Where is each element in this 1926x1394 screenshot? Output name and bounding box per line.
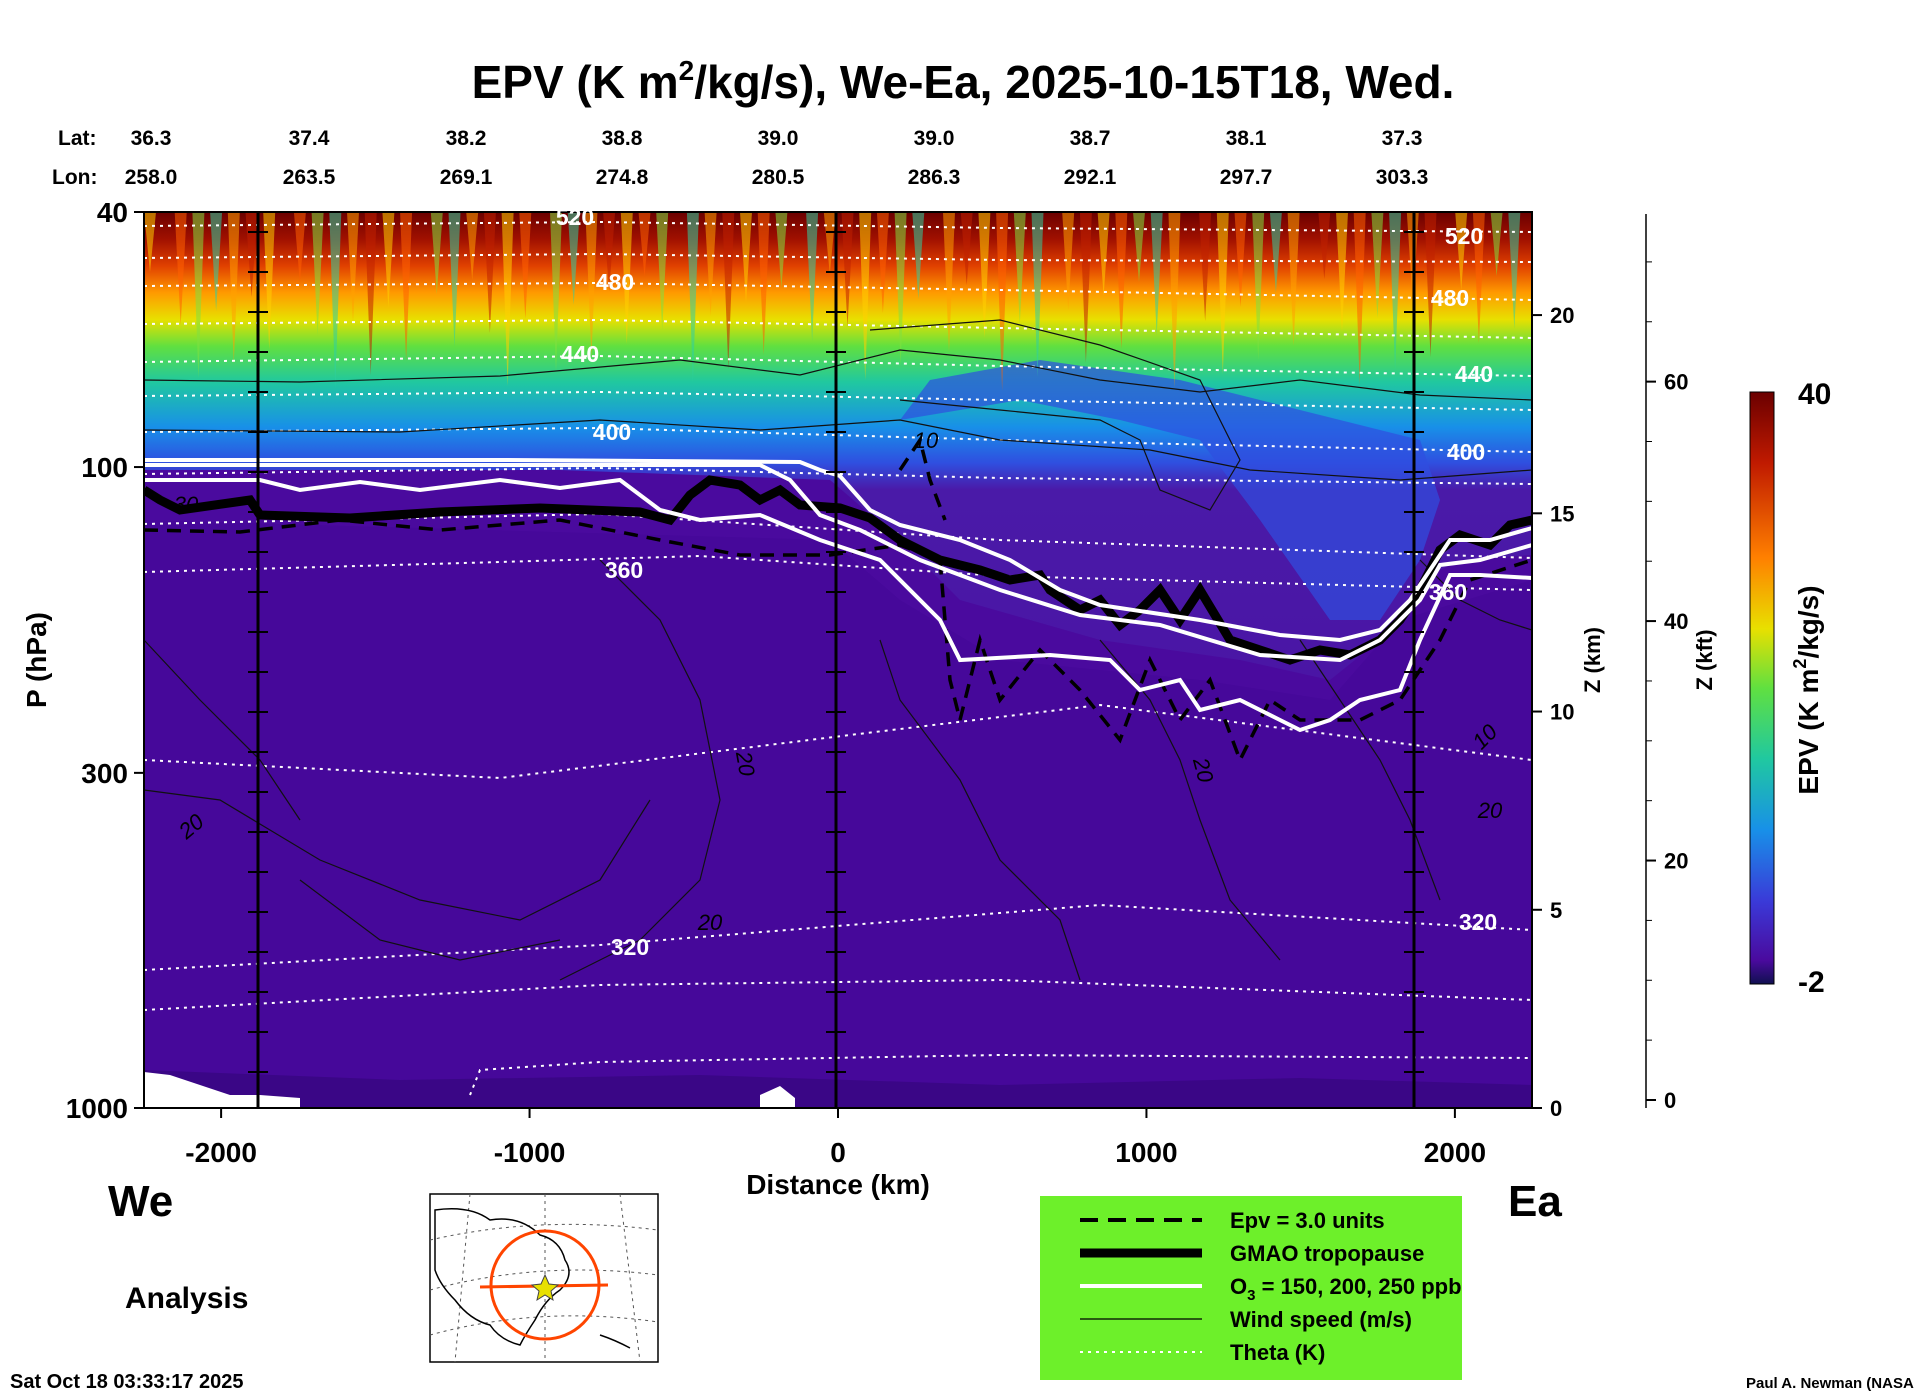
x-tick-label: 1000 [1115,1137,1177,1168]
theta-label: 320 [1459,909,1497,935]
theta-label: 520 [556,204,594,230]
lon-value: 274.8 [596,166,649,189]
lat-value: 39.0 [914,127,955,150]
wind-label: 10 [914,428,939,453]
wind-label: 20 [1477,798,1503,823]
west-label: We [108,1177,173,1226]
y-tick-label: 300 [81,758,128,789]
legend-label: GMAO tropopause [1230,1241,1424,1266]
theta-label: 440 [1455,361,1493,387]
theta-label: 440 [561,341,599,367]
colorbar-label: EPV (K m2/kg/s) [1790,585,1824,794]
wind-label: 30 [174,492,199,517]
lon-value: 269.1 [440,166,493,189]
y-axis-label: P (hPa) [21,612,52,708]
lon-label: Lon: [52,166,97,189]
z-km-tick-label: 15 [1550,501,1574,526]
z-km-tick-label: 5 [1550,898,1562,923]
lat-value: 38.8 [602,127,643,150]
inset-map [429,1193,659,1363]
chart-title: EPV (K m2/kg/s), We-Ea, 2025-10-15T18, W… [472,55,1455,108]
section-markers [248,212,1424,1108]
legend-label: Theta (K) [1230,1340,1325,1365]
z-km-tick-label: 10 [1550,700,1574,725]
x-tick-label: 2000 [1424,1137,1486,1168]
x-axis-label: Distance (km) [746,1169,930,1200]
wind-label: 20 [697,910,723,935]
theta-label: 360 [1429,579,1467,605]
y-tick-label: 100 [81,452,128,483]
colorbar-max: 40 [1798,378,1831,411]
east-label: Ea [1508,1177,1562,1226]
z-kft-tick-label: 40 [1664,609,1688,634]
z-kft-tick-label: 60 [1664,370,1688,395]
wind-label: 20 [731,748,760,778]
theta-label: 400 [1447,439,1485,465]
lat-value: 39.0 [758,127,799,150]
lon-value: 303.3 [1376,166,1429,189]
theta-label: 480 [596,269,634,295]
lon-value: 292.1 [1064,166,1117,189]
x-tick-label: -1000 [494,1137,566,1168]
lat-value: 37.3 [1382,127,1423,150]
credit: Paul A. Newman (NASA [1746,1375,1914,1392]
theta-label: 480 [1431,285,1469,311]
x-tick-label: 0 [830,1137,846,1168]
legend-label: O3 = 150, 200, 250 ppb [1230,1274,1462,1304]
theta-label: 360 [605,557,643,583]
z-kft-label: Z (kft) [1692,629,1717,690]
theta-label: 520 [1445,223,1483,249]
y-tick-label: 40 [97,197,128,228]
lon-value: 280.5 [752,166,805,189]
z-km-label: Z (km) [1580,627,1605,693]
lon-value: 263.5 [283,166,336,189]
colorbar [1749,391,1775,985]
y-tick-label: 1000 [66,1093,128,1124]
z-km-tick-label: 20 [1550,303,1574,328]
z-kft-tick-label: 0 [1664,1088,1676,1113]
legend-label: Wind speed (m/s) [1230,1307,1412,1332]
lat-value: 38.1 [1226,127,1267,150]
lon-value: 297.7 [1220,166,1273,189]
lat-value: 38.2 [446,127,487,150]
lon-value: 286.3 [908,166,961,189]
colorbar-min: -2 [1798,966,1825,999]
lon-value: 258.0 [125,166,178,189]
lat-value: 36.3 [131,127,172,150]
z-kft-tick-label: 20 [1664,849,1688,874]
lat-label: Lat: [58,127,97,150]
theta-label: 320 [611,934,649,960]
lat-value: 38.7 [1070,127,1111,150]
x-tick-label: -2000 [185,1137,257,1168]
z-km-tick-label: 0 [1550,1096,1562,1121]
legend: Epv = 3.0 units GMAO tropopause O3 = 150, … [1040,1196,1462,1380]
lat-value: 37.4 [289,127,330,150]
legend-label: Epv = 3.0 units [1230,1208,1385,1233]
theta-label: 400 [593,419,631,445]
analysis-label: Analysis [125,1282,248,1315]
timestamp: Sat Oct 18 03:33:17 2025 [10,1371,244,1393]
